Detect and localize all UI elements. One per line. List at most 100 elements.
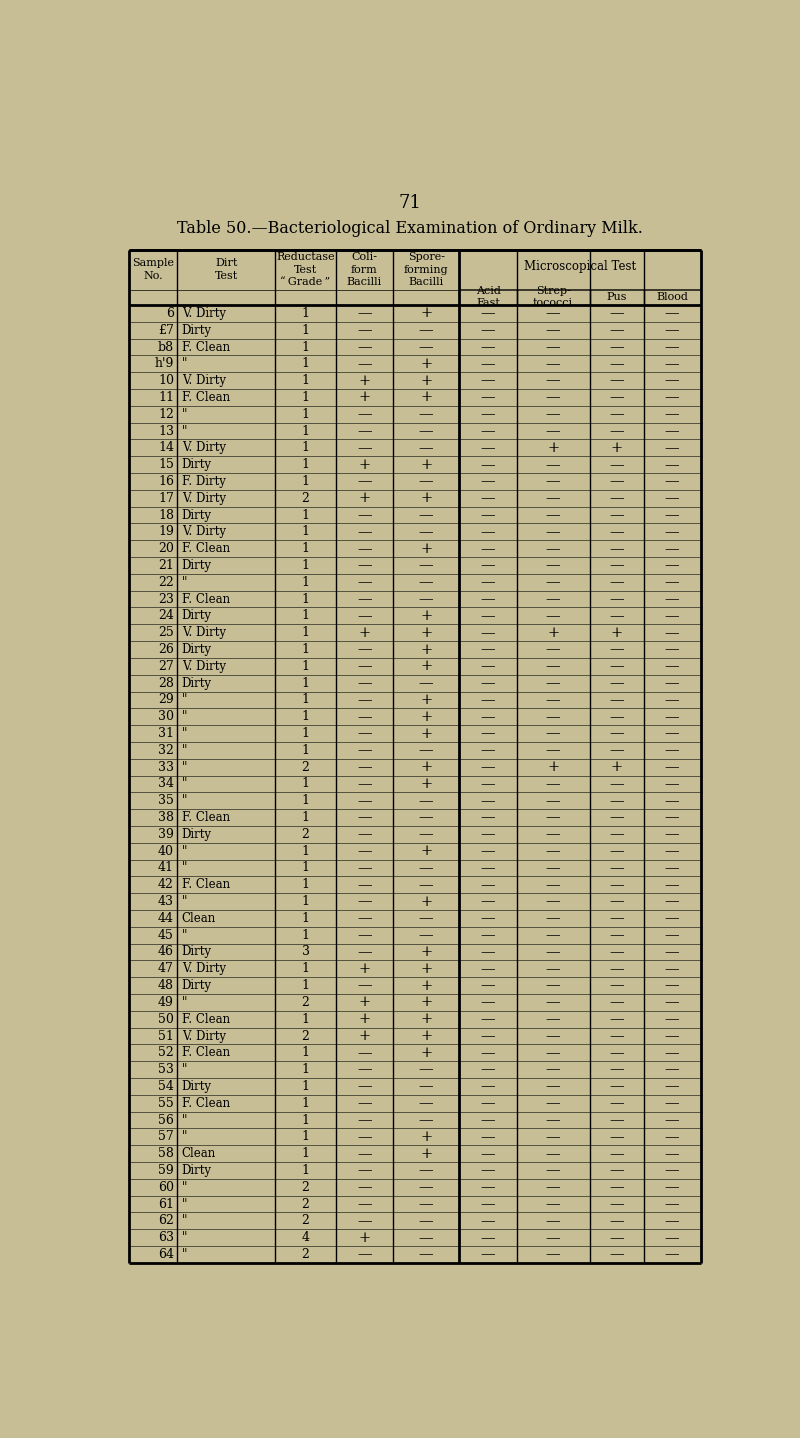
Text: —: — [665, 928, 679, 942]
Text: —: — [481, 1012, 495, 1027]
Text: +: + [420, 1030, 432, 1043]
Text: —: — [610, 777, 624, 791]
Text: —: — [665, 1248, 679, 1261]
Text: —: — [357, 1113, 371, 1127]
Text: —: — [665, 374, 679, 388]
Text: 44: 44 [158, 912, 174, 925]
Text: —: — [665, 844, 679, 858]
Text: 23: 23 [158, 592, 174, 605]
Text: —: — [610, 542, 624, 555]
Text: 1: 1 [302, 306, 310, 319]
Text: 57: 57 [158, 1130, 174, 1143]
Text: +: + [420, 844, 432, 858]
Text: 2: 2 [302, 997, 310, 1009]
Text: 25: 25 [158, 626, 174, 640]
Text: 22: 22 [158, 575, 174, 588]
Text: —: — [481, 1163, 495, 1178]
Text: —: — [481, 558, 495, 572]
Text: —: — [357, 324, 371, 336]
Text: —: — [546, 1196, 560, 1211]
Text: —: — [357, 877, 371, 892]
Text: 14: 14 [158, 441, 174, 454]
Text: —: — [665, 861, 679, 874]
Text: ": " [182, 1063, 187, 1076]
Text: Dirty: Dirty [182, 324, 212, 336]
Text: —: — [481, 508, 495, 522]
Text: —: — [546, 912, 560, 926]
Text: —: — [419, 928, 434, 942]
Text: 1: 1 [302, 962, 310, 975]
Text: +: + [420, 995, 432, 1009]
Text: —: — [481, 391, 495, 404]
Text: —: — [357, 608, 371, 623]
Text: Dirty: Dirty [182, 610, 212, 623]
Text: 33: 33 [158, 761, 174, 774]
Text: 1: 1 [302, 1113, 310, 1126]
Text: +: + [420, 894, 432, 909]
Text: +: + [420, 962, 432, 976]
Text: —: — [419, 1113, 434, 1127]
Text: ": " [182, 1113, 187, 1126]
Text: —: — [610, 676, 624, 690]
Text: —: — [546, 1012, 560, 1027]
Text: —: — [546, 659, 560, 673]
Text: —: — [665, 324, 679, 336]
Text: 46: 46 [158, 946, 174, 959]
Text: —: — [357, 424, 371, 439]
Text: —: — [419, 475, 434, 489]
Text: —: — [665, 794, 679, 808]
Text: —: — [546, 1248, 560, 1261]
Text: —: — [419, 1214, 434, 1228]
Text: —: — [610, 1231, 624, 1245]
Text: —: — [546, 894, 560, 909]
Text: —: — [546, 339, 560, 354]
Text: ": " [182, 424, 187, 437]
Text: +: + [420, 659, 432, 673]
Text: —: — [610, 391, 624, 404]
Text: ": " [182, 844, 187, 857]
Text: Dirty: Dirty [182, 643, 212, 656]
Text: —: — [357, 945, 371, 959]
Text: —: — [357, 1130, 371, 1143]
Text: —: — [419, 1063, 434, 1077]
Text: £7: £7 [158, 324, 174, 336]
Text: 18: 18 [158, 509, 174, 522]
Text: Blood: Blood [656, 292, 688, 302]
Text: —: — [481, 542, 495, 555]
Text: Dirty: Dirty [182, 1080, 212, 1093]
Text: —: — [481, 492, 495, 505]
Text: F. Dirty: F. Dirty [182, 475, 226, 487]
Text: 1: 1 [302, 710, 310, 723]
Text: —: — [481, 626, 495, 640]
Text: —: — [481, 710, 495, 723]
Text: 1: 1 [302, 894, 310, 907]
Text: —: — [665, 1096, 679, 1110]
Text: Dirty: Dirty [182, 828, 212, 841]
Text: —: — [665, 1231, 679, 1245]
Text: 11: 11 [158, 391, 174, 404]
Text: +: + [358, 962, 370, 976]
Text: +: + [610, 441, 622, 454]
Text: 40: 40 [158, 844, 174, 857]
Text: 1: 1 [302, 357, 310, 371]
Text: —: — [481, 743, 495, 758]
Text: —: — [546, 1181, 560, 1194]
Text: —: — [546, 676, 560, 690]
Text: —: — [546, 575, 560, 590]
Text: —: — [665, 575, 679, 590]
Text: —: — [481, 1030, 495, 1043]
Text: —: — [610, 794, 624, 808]
Text: 58: 58 [158, 1148, 174, 1160]
Text: Dirty: Dirty [182, 509, 212, 522]
Text: —: — [481, 1063, 495, 1077]
Text: —: — [546, 1130, 560, 1143]
Text: —: — [665, 693, 679, 707]
Text: 3: 3 [302, 946, 310, 959]
Text: —: — [546, 525, 560, 539]
Text: —: — [419, 324, 434, 336]
Text: 1: 1 [302, 542, 310, 555]
Text: —: — [665, 676, 679, 690]
Text: 1: 1 [302, 1163, 310, 1176]
Text: —: — [546, 861, 560, 874]
Text: —: — [610, 811, 624, 824]
